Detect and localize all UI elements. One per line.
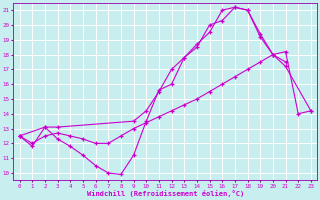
X-axis label: Windchill (Refroidissement éolien,°C): Windchill (Refroidissement éolien,°C) — [87, 190, 244, 197]
